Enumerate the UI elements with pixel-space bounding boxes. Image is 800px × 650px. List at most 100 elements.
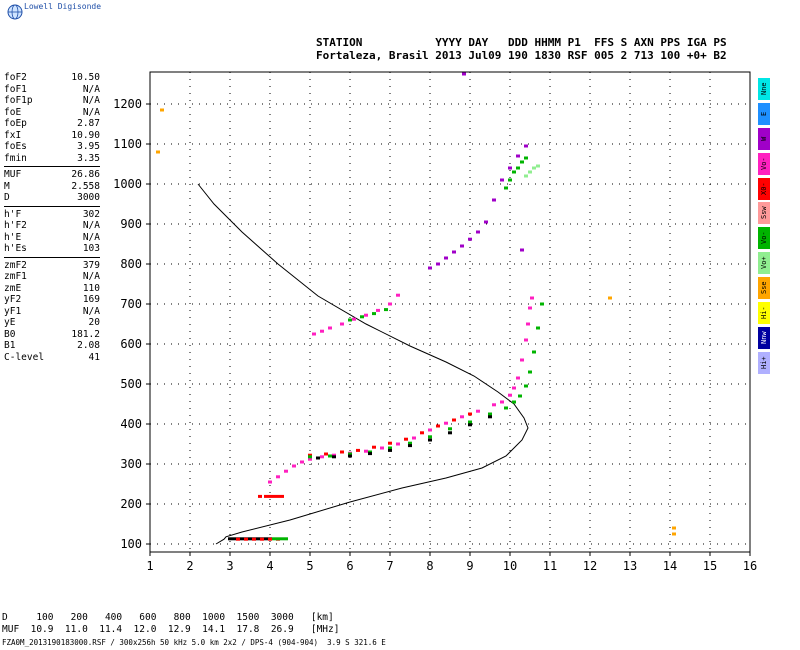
legend-label: Hi-	[760, 306, 768, 320]
param-label: h'E	[4, 231, 22, 243]
param-label: h'F2	[4, 220, 27, 231]
data-point	[320, 329, 324, 333]
data-point	[264, 494, 268, 498]
data-point	[228, 537, 232, 541]
param-label: h'Es	[4, 243, 27, 254]
data-point	[404, 437, 408, 441]
data-point	[428, 438, 432, 442]
data-point	[528, 306, 532, 310]
x-tick-label: 15	[703, 559, 717, 573]
param-row: foEs 3.95	[4, 141, 100, 153]
y-tick-label: 500	[120, 377, 142, 391]
y-tick-label: 900	[120, 217, 142, 231]
data-point	[312, 332, 316, 336]
data-point	[462, 72, 466, 76]
param-row: B1 2.08	[4, 340, 100, 352]
data-point	[272, 537, 276, 541]
param-label: D	[4, 192, 10, 203]
legend-item: Nne	[758, 78, 770, 100]
param-value: 10.90	[71, 129, 100, 141]
param-label: h'F	[4, 208, 22, 220]
param-value: N/A	[82, 231, 100, 243]
data-point	[428, 428, 432, 432]
data-point	[452, 250, 456, 254]
param-value: 103	[82, 243, 100, 254]
param-row: MUF 26.86	[4, 169, 100, 181]
data-point	[452, 418, 456, 422]
data-point	[444, 421, 448, 425]
data-point	[428, 435, 432, 439]
data-point	[608, 296, 612, 300]
param-label: foF2	[4, 72, 27, 83]
data-point	[256, 537, 260, 541]
legend-item: Hi+	[758, 351, 770, 374]
legend-label: Sse	[760, 281, 768, 295]
param-label: C-level	[4, 351, 45, 363]
data-point	[528, 170, 532, 174]
legend-item: Sse	[758, 277, 770, 300]
data-point	[672, 532, 676, 536]
param-label: fxI	[4, 129, 22, 141]
param-row: fmin 3.35	[4, 153, 100, 165]
x-tick-label: 6	[346, 559, 353, 573]
data-point	[316, 456, 320, 460]
param-row: h'Es 103	[4, 243, 100, 255]
param-value: N/A	[82, 83, 100, 95]
data-point	[672, 526, 676, 530]
legend-label: Hi+	[760, 356, 768, 370]
x-tick-label: 13	[623, 559, 637, 573]
data-point	[232, 537, 236, 541]
data-point	[536, 164, 540, 168]
data-point	[368, 452, 372, 456]
legend: Nne E W Vo- X0- Ssw Vo- Vo+ Sse Hi- Nnw Hi+	[758, 78, 771, 377]
data-point	[530, 296, 534, 300]
legend-label: E	[760, 111, 768, 116]
data-point	[384, 308, 388, 312]
data-point	[508, 166, 512, 170]
param-value: 181.2	[71, 328, 100, 340]
param-value: 2.08	[77, 340, 100, 351]
data-point	[536, 326, 540, 330]
data-point	[356, 448, 360, 452]
param-value: 10.50	[71, 72, 100, 83]
legend-item: Vo-	[758, 227, 770, 250]
data-point	[340, 450, 344, 454]
param-value: N/A	[82, 220, 100, 231]
data-point	[252, 537, 256, 541]
header-line-1: STATION YYYY DAY DDD HHMM P1 FFS S AXN P…	[316, 36, 727, 49]
param-label: foEs	[4, 141, 27, 152]
data-point	[348, 318, 352, 322]
data-point	[396, 293, 400, 297]
data-point	[520, 358, 524, 362]
data-point	[388, 448, 392, 452]
param-row: h'E N/A	[4, 232, 100, 244]
data-point	[376, 308, 380, 312]
data-point	[388, 302, 392, 306]
data-point	[492, 198, 496, 202]
y-tick-label: 800	[120, 257, 142, 271]
data-point	[520, 248, 524, 252]
param-row: B0 181.2	[4, 329, 100, 341]
muf-table: D 100 200 400 600 800 1000 1500 3000 [km…	[2, 612, 339, 635]
data-point	[260, 537, 264, 541]
x-tick-label: 8	[426, 559, 433, 573]
param-value: 3000	[77, 192, 100, 203]
data-point	[160, 108, 164, 112]
data-point	[280, 537, 284, 541]
param-label: foF1p	[4, 95, 33, 106]
globe-icon	[7, 4, 23, 20]
param-row: foF1 N/A	[4, 84, 100, 96]
data-point	[500, 178, 504, 182]
data-point	[280, 494, 284, 498]
param-label: yE	[4, 317, 16, 328]
param-value: 302	[82, 208, 100, 220]
param-separator	[4, 256, 100, 258]
y-tick-label: 300	[120, 457, 142, 471]
param-value: 20	[88, 317, 100, 328]
legend-item: Hi-	[758, 302, 770, 325]
data-point	[528, 370, 532, 374]
data-point	[520, 160, 524, 164]
data-point	[352, 317, 356, 321]
data-point	[516, 154, 520, 158]
param-value: N/A	[82, 305, 100, 317]
